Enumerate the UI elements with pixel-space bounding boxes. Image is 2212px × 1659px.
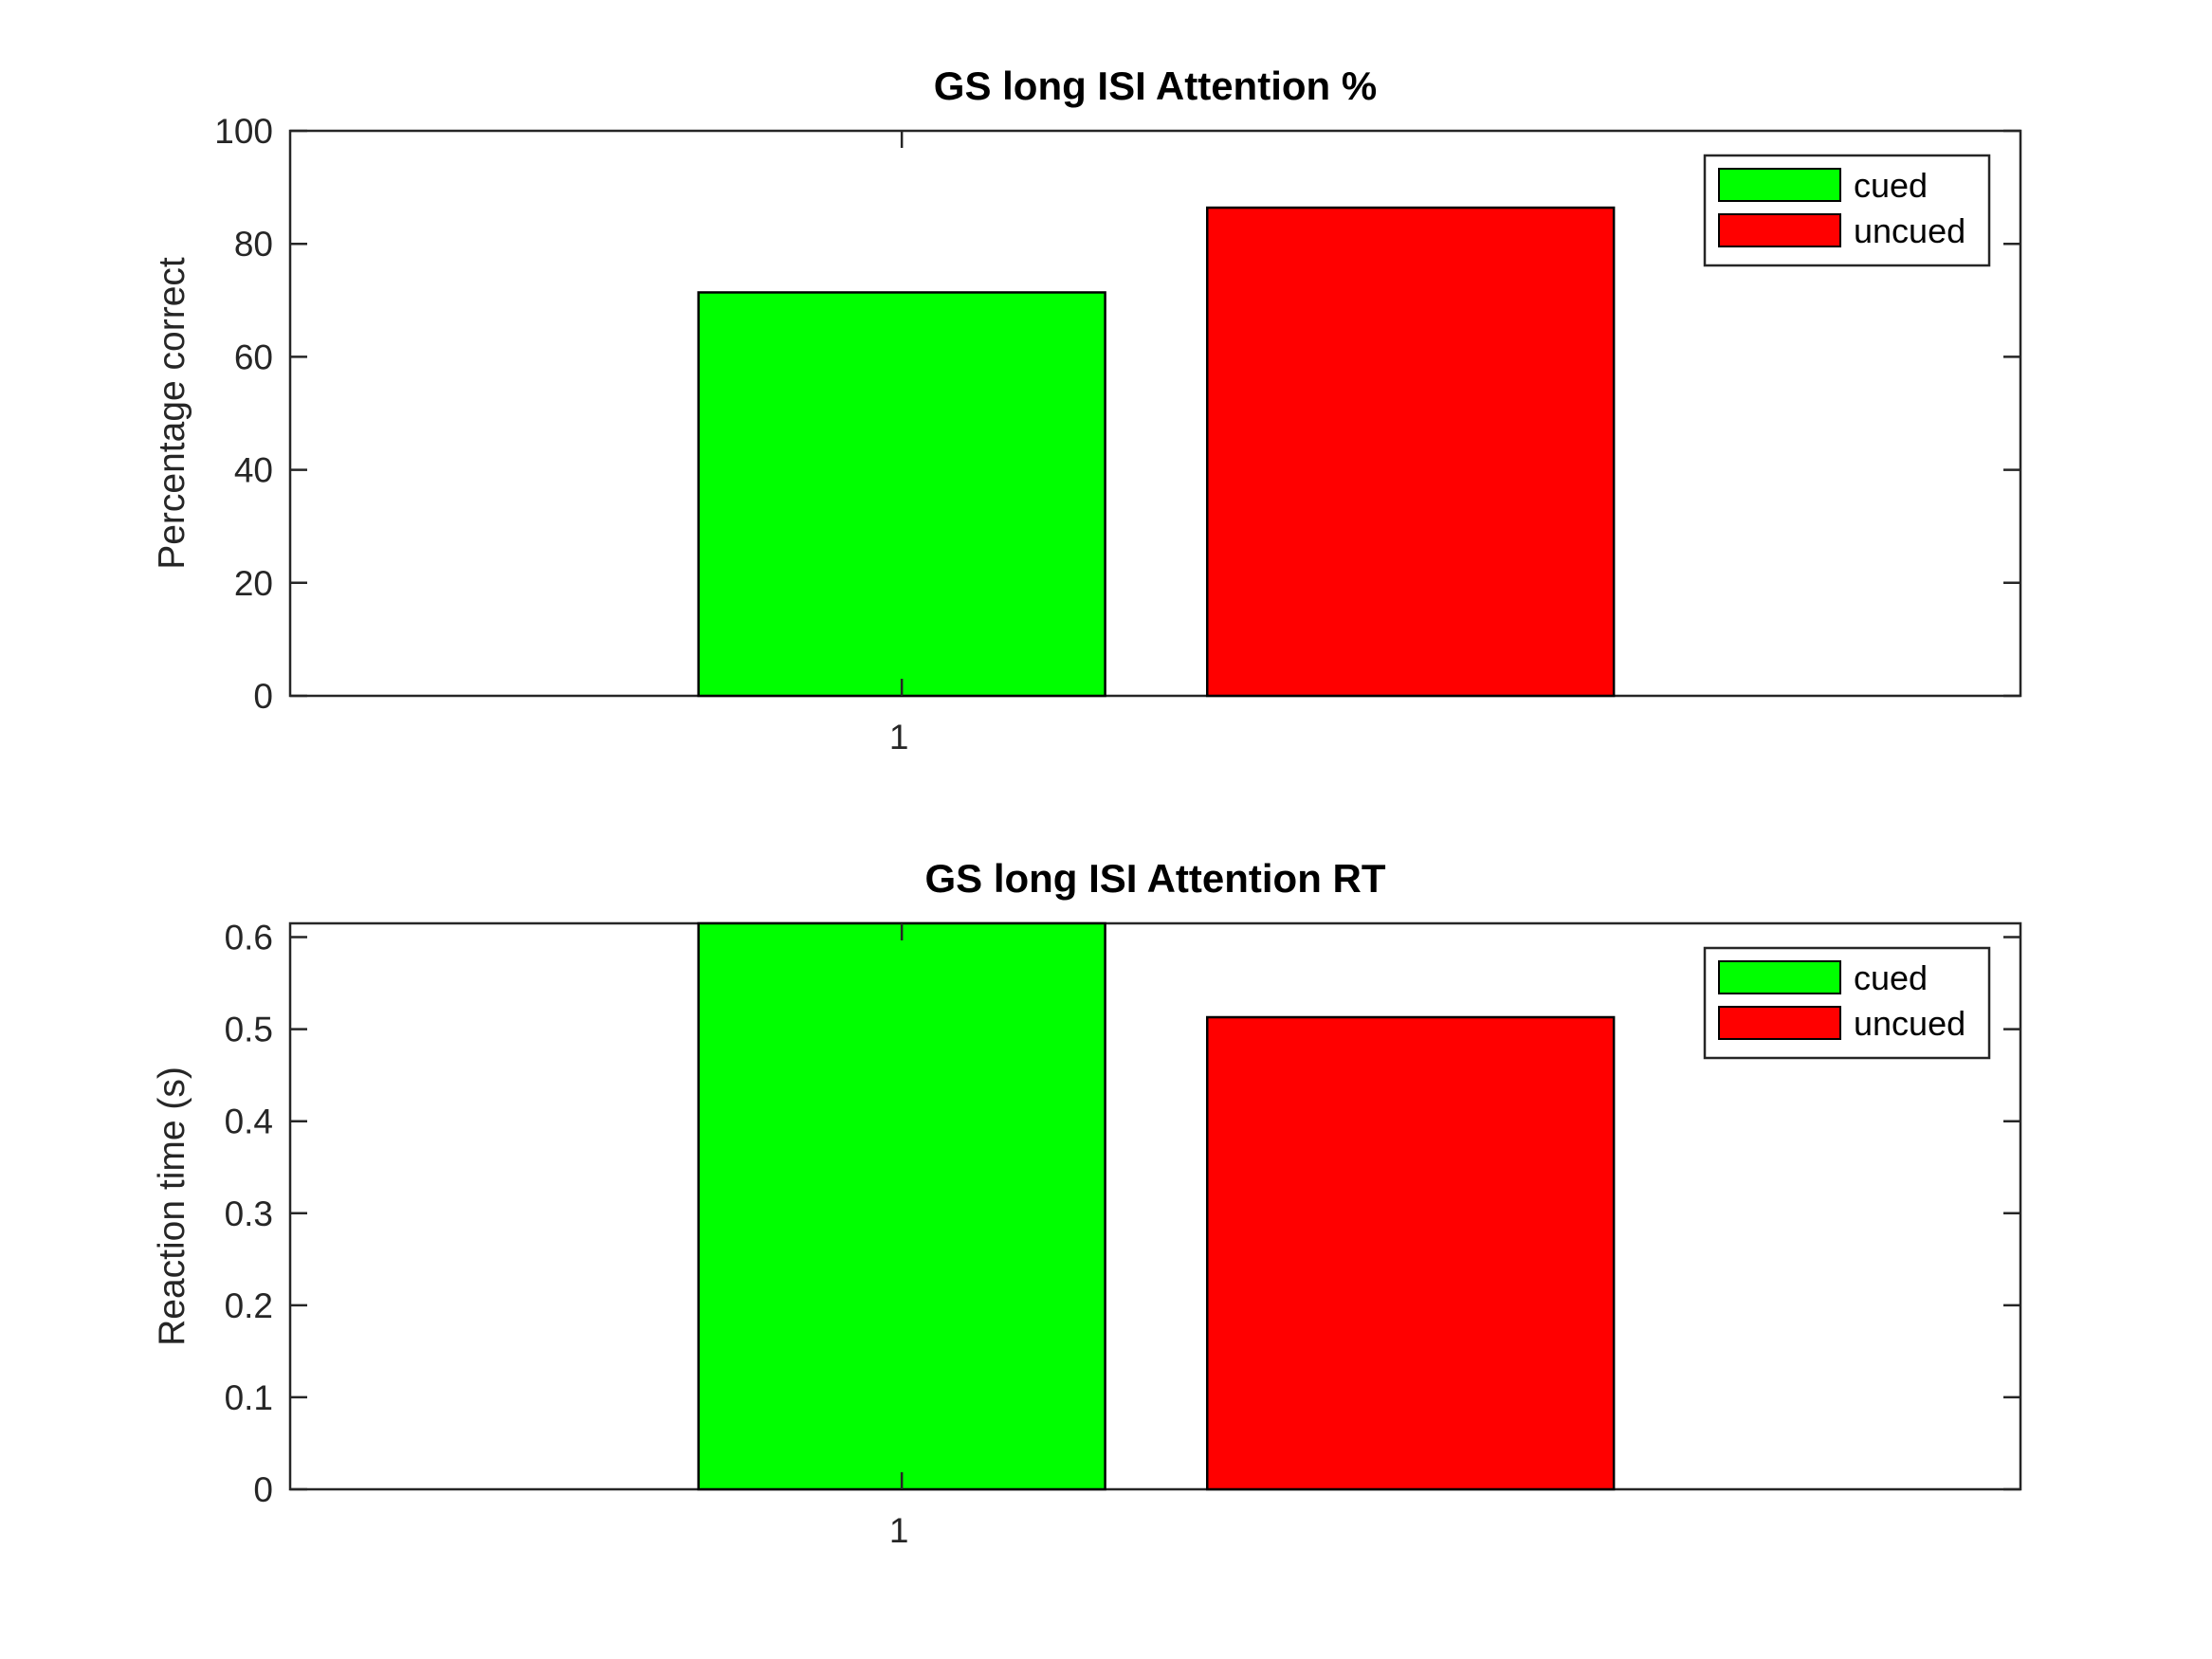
legend-label-cued: cued	[1854, 958, 1928, 997]
y-tick-label: 0	[253, 677, 273, 716]
y-tick-label: 80	[234, 225, 273, 264]
legend-label-uncued: uncued	[1854, 1004, 1965, 1043]
y-tick-label: 40	[234, 451, 273, 490]
chart-panel-reaction-time: GS long ISI Attention RT Reaction time (s…	[152, 856, 2022, 1550]
legend: cued uncued	[1703, 154, 1991, 267]
legend: cued uncued	[1703, 946, 1991, 1060]
y-tick-label: 60	[234, 337, 273, 376]
y-axis-label: Percentage correct	[152, 257, 192, 570]
y-tick-label: 0.3	[225, 1194, 273, 1233]
legend-label-cued: cued	[1854, 166, 1928, 205]
y-tick-label: 0	[253, 1470, 273, 1509]
bar-cued	[697, 291, 1106, 698]
y-tick-label: 0.5	[225, 1011, 273, 1049]
y-axis-label: Reaction time (s)	[152, 1066, 192, 1346]
bar-uncued	[1206, 206, 1616, 698]
legend-swatch-cued	[1718, 168, 1841, 202]
chart-panel-accuracy: GS long ISI Attention % Percentage correc…	[152, 64, 2022, 757]
x-tick-label: 1	[889, 718, 909, 757]
chart-title: GS long ISI Attention RT	[924, 856, 1385, 901]
legend-swatch-cued	[1718, 960, 1841, 994]
y-tick-label: 0.1	[225, 1378, 273, 1417]
legend-label-uncued: uncued	[1854, 211, 1965, 250]
bar-uncued	[1206, 1015, 1616, 1491]
y-tick-label: 0.6	[225, 919, 273, 957]
x-tick-label: 1	[889, 1511, 909, 1550]
legend-swatch-uncued	[1718, 213, 1841, 247]
y-tick-label: 0.2	[225, 1286, 273, 1325]
legend-swatch-uncued	[1718, 1006, 1841, 1040]
bar-cued	[697, 921, 1106, 1491]
y-tick-label: 100	[214, 112, 273, 151]
chart-title: GS long ISI Attention %	[934, 64, 1377, 108]
y-tick-label: 0.4	[225, 1103, 273, 1141]
y-tick-label: 20	[234, 564, 273, 603]
